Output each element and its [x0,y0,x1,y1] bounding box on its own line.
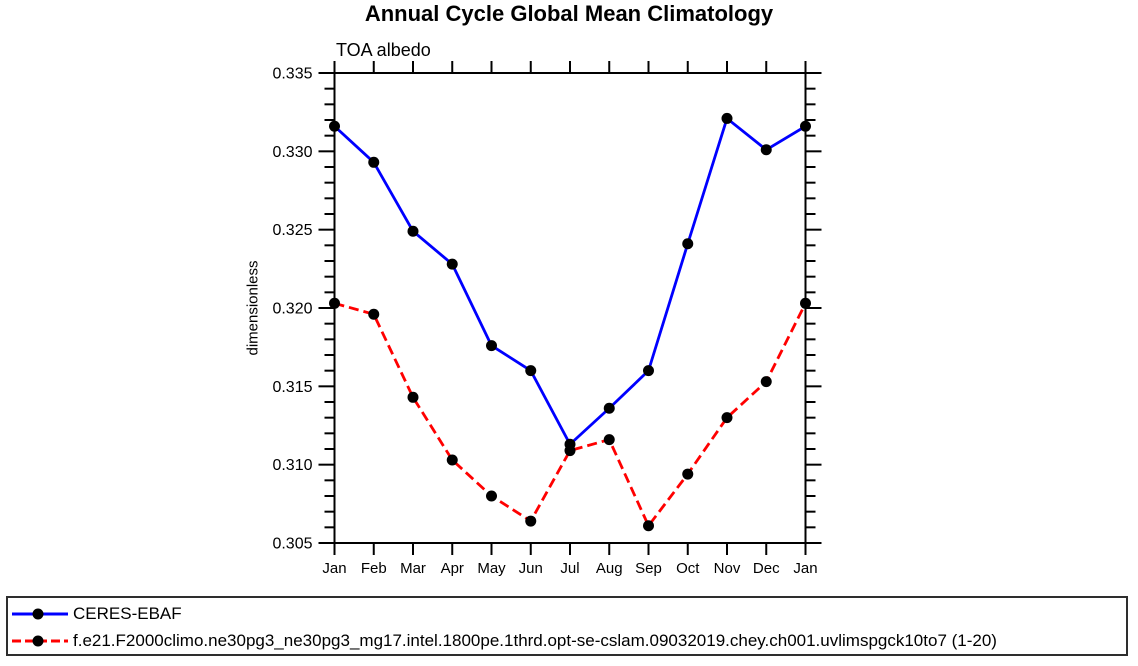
data-point-marker-1 [368,308,380,320]
chart-subtitle: TOA albedo [336,40,431,60]
y-tick-label: 0.310 [272,457,312,474]
x-tick-label: Nov [714,560,741,577]
x-tick-label: Jul [560,560,579,577]
data-point-marker-0 [525,365,537,377]
x-tick-label: Dec [753,560,780,577]
data-point-marker-1 [643,520,654,532]
x-tick-label: Mar [400,560,426,577]
data-point-marker-0 [643,365,654,377]
plot-border [333,72,807,544]
data-point-marker-1 [760,376,772,388]
legend-label: f.e21.F2000climo.ne30pg3_ne30pg3_mg17.in… [73,630,997,650]
data-point-marker-1 [486,490,497,502]
x-tick-label: Oct [676,560,700,577]
legend-item-model-run: f.e21.F2000climo.ne30pg3_ne30pg3_mg17.in… [8,628,1126,655]
x-tick-label: Jan [322,560,346,577]
chart-title: Annual Cycle Global Mean Climatology [364,1,774,26]
data-point-marker-1 [525,515,537,527]
data-point-marker-1 [603,434,615,446]
x-tick-label: Jan [793,560,817,577]
legend-item-ceres-ebaf: CERES-EBAF [8,601,1126,628]
x-tick-label: Jun [519,560,543,577]
data-point-marker-1 [564,445,576,457]
y-tick-label: 0.335 [272,66,312,83]
data-point-marker-1 [446,454,458,466]
x-tick-label: Feb [361,560,387,577]
x-tick-label: Aug [596,560,623,577]
data-point-marker-1 [800,297,811,309]
data-point-marker-0 [800,120,811,132]
data-point-marker-1 [329,297,340,309]
legend-sample-marker [32,635,44,647]
x-tick-label: Apr [441,560,464,577]
data-point-marker-0 [446,258,458,270]
data-point-marker-0 [721,112,733,124]
data-point-marker-1 [721,412,733,424]
y-tick-label: 0.320 [272,301,312,318]
data-point-marker-1 [682,468,694,480]
data-point-marker-0 [486,340,497,352]
legend-line-sample-icon [12,608,68,620]
data-point-marker-0 [407,225,419,237]
y-tick-label: 0.315 [272,379,312,396]
data-point-marker-1 [407,391,419,403]
legend-box: CERES-EBAF f.e21.F2000climo.ne30pg3_ne30… [6,596,1128,656]
legend-label: CERES-EBAF [73,604,182,624]
x-tick-label: May [477,560,506,577]
series-line-0 [333,116,807,447]
data-point-marker-0 [682,238,694,250]
legend-sample-marker [32,608,44,620]
data-point-marker-0 [760,144,772,156]
plot-area-svg: Jan Feb Mar Apr May Jun Jul Aug Sep Oct Nov Dec Jan 0… [272,61,822,577]
y-tick-label: 0.330 [272,144,312,161]
y-tick-label: 0.305 [272,536,312,553]
y-tick-label: 0.325 [272,222,312,239]
legend-line-sample-icon [12,635,68,647]
data-point-marker-0 [329,120,340,132]
series-line-1 [334,301,807,529]
x-tick-label: Sep [635,560,662,577]
data-point-marker-0 [603,402,615,414]
data-point-marker-0 [368,156,380,168]
